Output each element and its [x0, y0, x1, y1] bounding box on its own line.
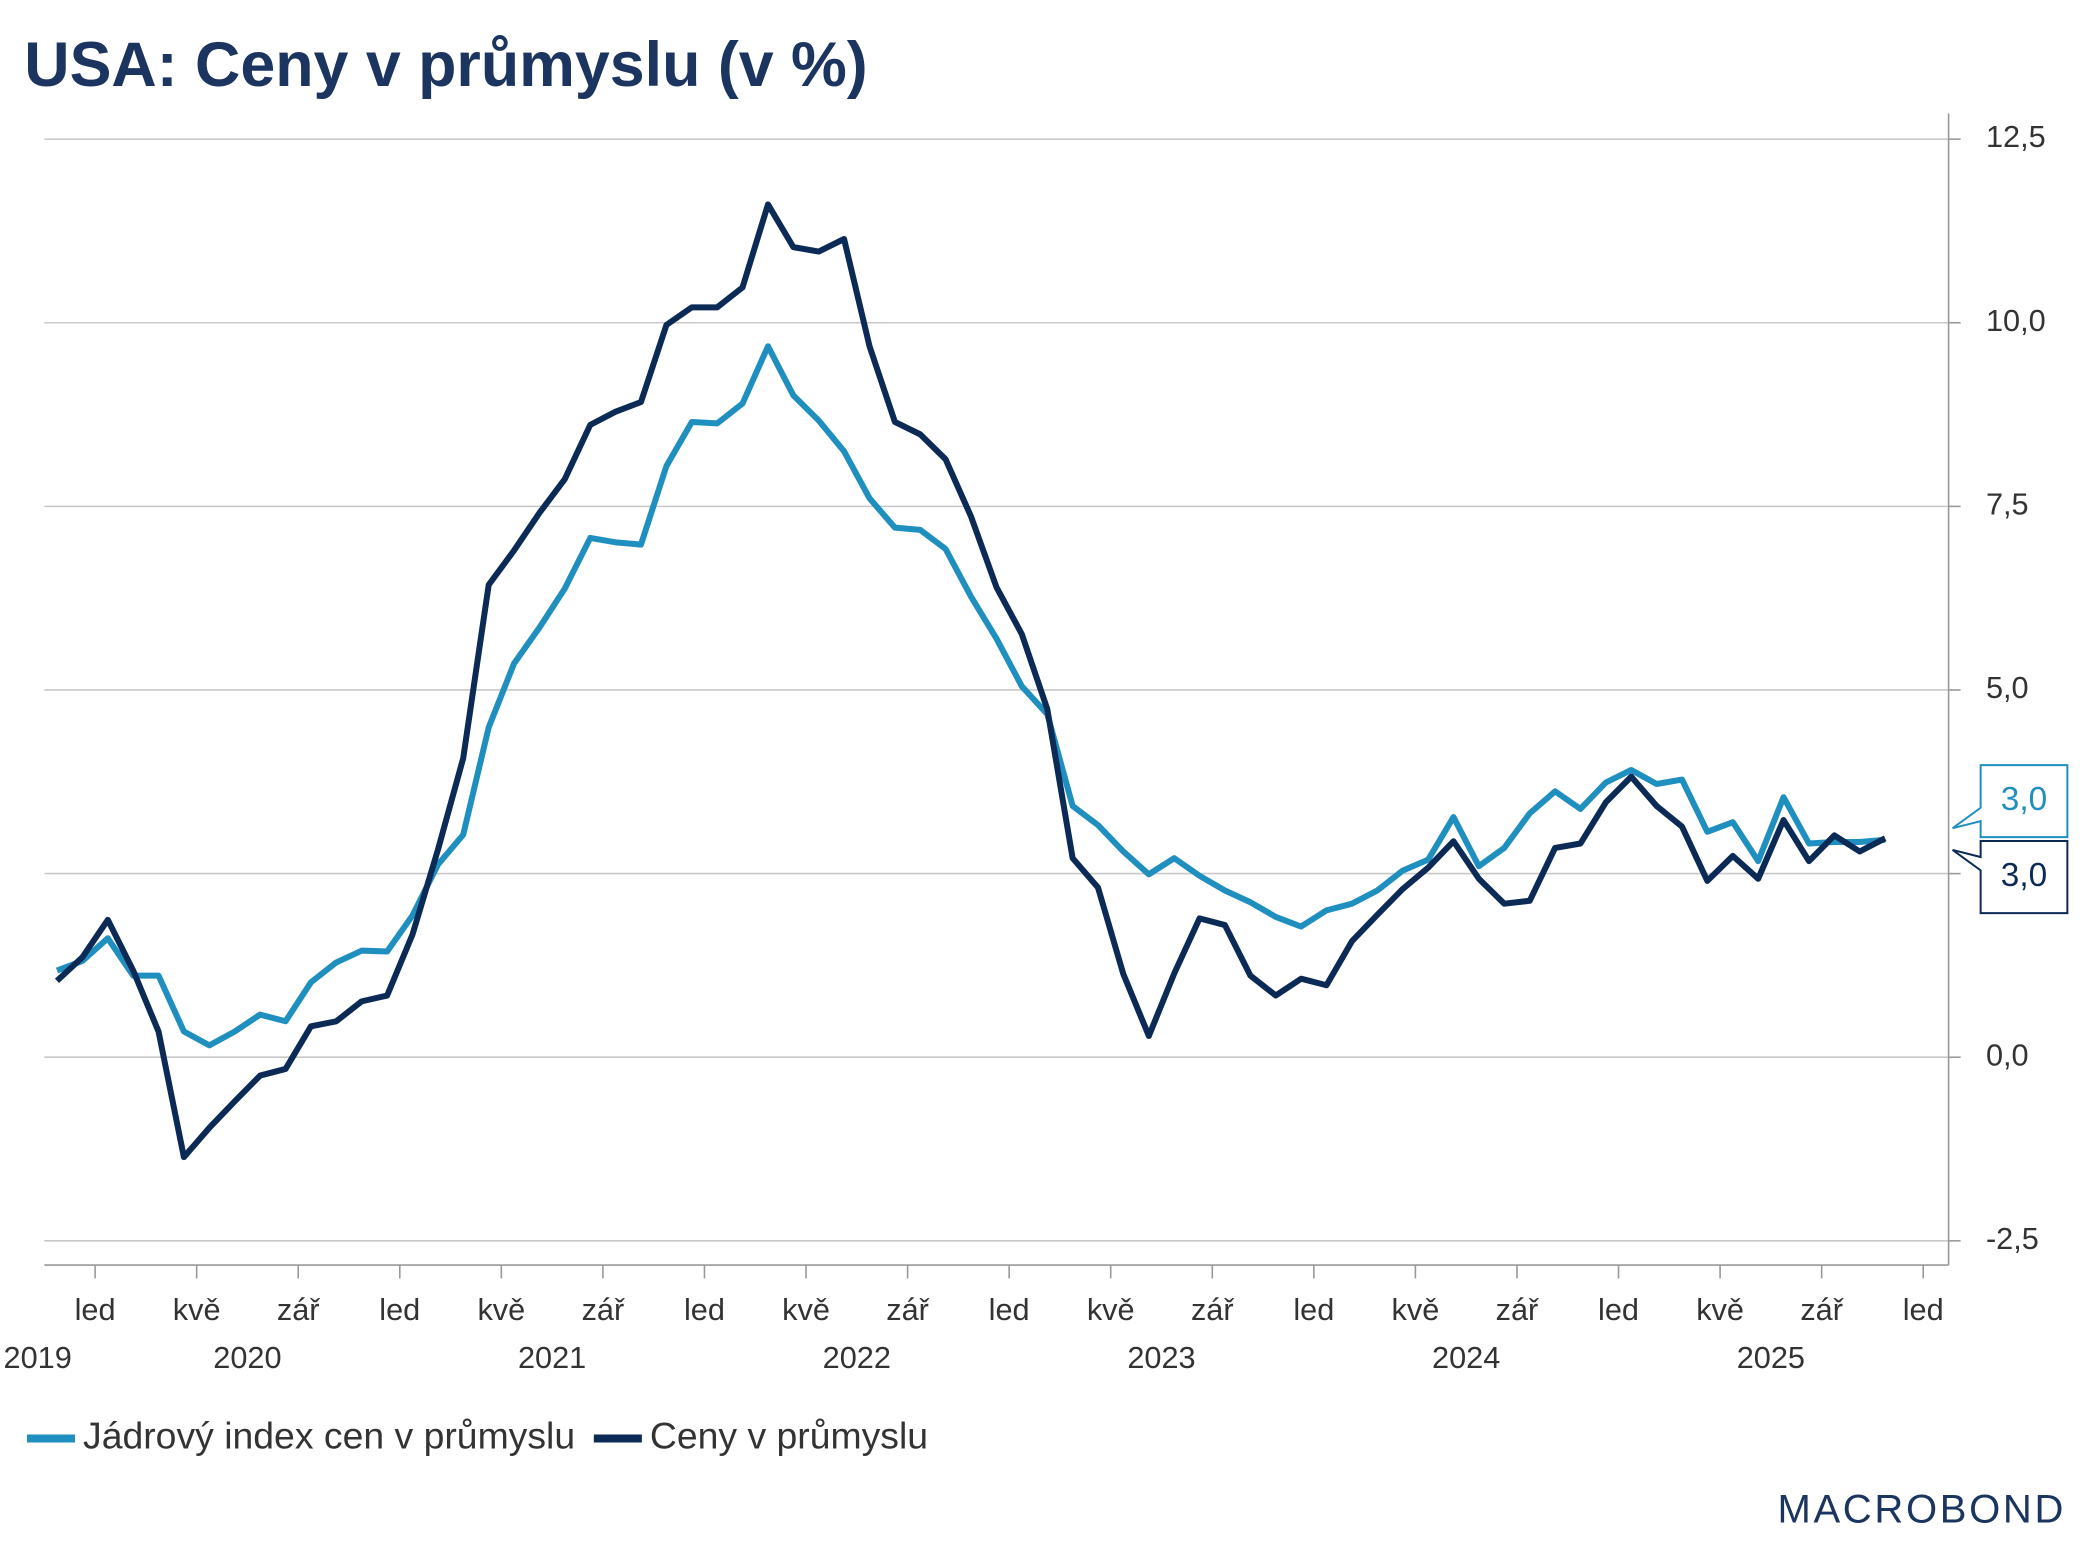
x-tick-label: kvě [1392, 1292, 1440, 1327]
x-tick-label: led [684, 1292, 725, 1327]
x-tick-label: led [379, 1292, 420, 1327]
x-tick-label: led [1293, 1292, 1334, 1327]
series-line [54, 201, 1887, 1161]
x-tick-label: kvě [1087, 1292, 1135, 1327]
series-line [55, 343, 1886, 1049]
y-tick-label: -2,5 [1986, 1221, 2039, 1256]
x-tick-label: kvě [173, 1292, 221, 1327]
end-label: 3,0 [2001, 781, 2047, 818]
end-callout [1952, 840, 2069, 915]
year-label: 2022 [823, 1340, 891, 1375]
x-tick-label: zář [1191, 1292, 1234, 1327]
branding: MACROBOND [1777, 1488, 2066, 1532]
chart-title: USA: Ceny v průmyslu (v %) [24, 30, 867, 100]
x-tick-label: led [989, 1292, 1030, 1327]
year-label: 2021 [518, 1340, 586, 1375]
x-tick-label: led [75, 1292, 116, 1327]
x-tick-label: zář [1496, 1292, 1539, 1327]
x-tick-label: kvě [1696, 1292, 1744, 1327]
year-label: 2024 [1432, 1340, 1500, 1375]
x-tick-label: zář [1800, 1292, 1843, 1327]
y-tick-label: 12,5 [1986, 119, 2046, 154]
end-label: 3,0 [2001, 857, 2047, 894]
x-tick-label: led [1903, 1292, 1944, 1327]
year-label: 2019 [4, 1340, 72, 1375]
year-label: 2023 [1127, 1340, 1195, 1375]
legend-label: Ceny v průmyslu [650, 1414, 928, 1456]
year-label: 2025 [1737, 1340, 1805, 1375]
x-tick-label: led [1598, 1292, 1639, 1327]
end-callout [1952, 764, 2069, 839]
x-tick-label: kvě [477, 1292, 525, 1327]
y-tick-label: 0,0 [1986, 1037, 2029, 1072]
y-tick-label: 10,0 [1986, 303, 2046, 338]
y-tick-label: 5,0 [1986, 670, 2029, 705]
x-tick-label: kvě [782, 1292, 830, 1327]
x-tick-label: zář [886, 1292, 929, 1327]
legend-label: Jádrový index cen v průmyslu [83, 1414, 575, 1456]
x-tick-label: zář [277, 1292, 320, 1327]
y-tick-label: 7,5 [1986, 486, 2029, 521]
year-label: 2020 [213, 1340, 281, 1375]
x-tick-label: zář [582, 1292, 625, 1327]
